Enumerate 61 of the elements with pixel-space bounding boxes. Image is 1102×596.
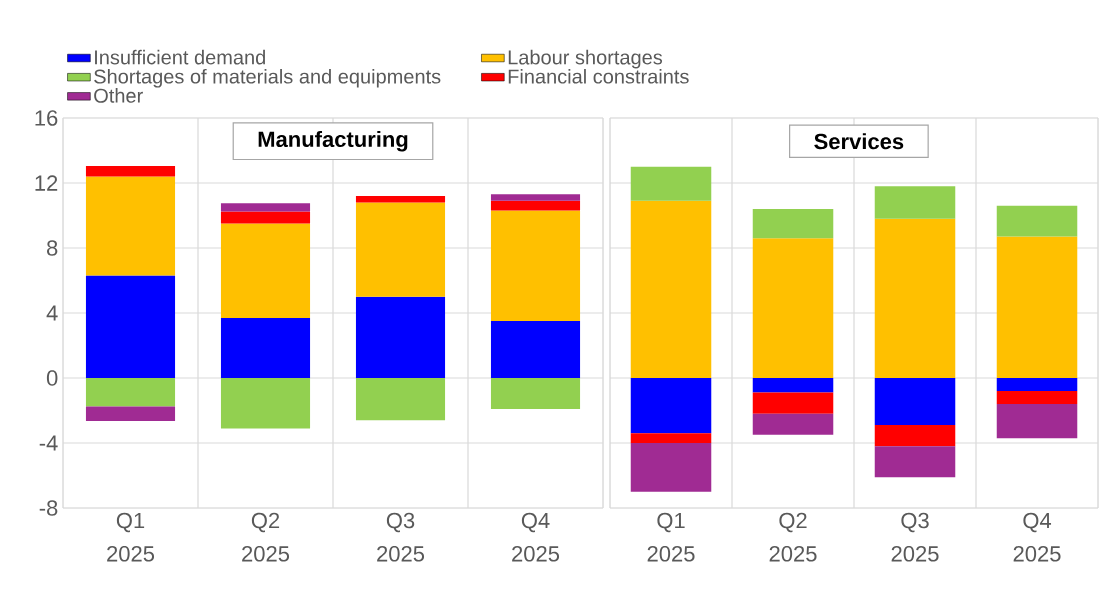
bar — [996, 378, 1078, 391]
bar — [630, 166, 712, 201]
y-tick-label: 12 — [35, 175, 58, 191]
bar — [996, 205, 1078, 237]
y-tick-label: 16 — [35, 110, 58, 126]
bar — [996, 391, 1078, 404]
bar — [996, 236, 1078, 378]
bar — [85, 275, 176, 378]
bar — [85, 406, 176, 422]
bar — [874, 378, 956, 426]
x-tick-label: Q2 2025 — [769, 512, 817, 562]
bar — [220, 378, 311, 429]
y-tick-label: 4 — [46, 305, 58, 321]
legend-label: Other — [94, 88, 143, 103]
x-tick-label: Q3 2025 — [891, 512, 939, 562]
x-tick-label: Q3 2025 — [377, 512, 425, 562]
bar — [220, 223, 311, 318]
bar — [355, 296, 446, 378]
bar — [85, 378, 176, 407]
bar — [85, 176, 176, 276]
bar — [752, 392, 834, 414]
bar — [355, 202, 446, 297]
bar — [490, 200, 581, 211]
y-tick-label: 0 — [46, 370, 58, 386]
bar — [490, 194, 581, 201]
bar — [490, 210, 581, 322]
bar — [355, 196, 446, 203]
bar — [752, 413, 834, 435]
bar — [220, 211, 311, 224]
bar — [630, 443, 712, 492]
y-tick-label: 8 — [47, 240, 58, 256]
bar — [874, 218, 956, 378]
legend-label: Labour shortages — [508, 49, 663, 69]
y-tick-label: -4 — [39, 435, 58, 451]
bar — [490, 378, 581, 409]
x-tick-label: Q2 2025 — [242, 512, 290, 562]
legend-label: Shortages of materials and equipments — [94, 68, 441, 88]
text: Manufacturing — [258, 130, 408, 152]
bar — [630, 378, 712, 434]
bar — [355, 378, 446, 421]
x-tick-label: Q4 2025 — [1013, 512, 1061, 562]
text: Services — [814, 133, 904, 150]
x-tick-label: Q4 2025 — [512, 512, 560, 562]
y-tick-label: -8 — [39, 500, 58, 516]
bar — [630, 200, 712, 378]
bar — [752, 208, 834, 239]
bar — [752, 378, 834, 393]
bar — [874, 186, 956, 219]
bar — [630, 433, 712, 443]
bar — [874, 446, 956, 478]
legend-label: Insufficient demand — [95, 49, 265, 65]
bar — [220, 317, 311, 378]
x-tick-label: Q1 2025 — [647, 512, 695, 562]
bar — [874, 425, 956, 447]
bar — [752, 238, 834, 378]
bar — [85, 165, 176, 177]
bar — [220, 203, 311, 212]
bar — [490, 321, 581, 378]
bar — [996, 404, 1078, 439]
x-tick-label: Q1 2025 — [107, 512, 155, 562]
legend-label: Financial constraints — [508, 68, 689, 84]
